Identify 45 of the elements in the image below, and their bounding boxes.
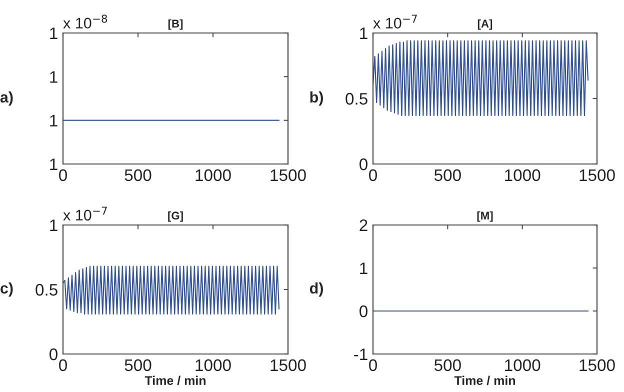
x-tick-label: 1500	[580, 169, 615, 182]
x-axis-title: Time / min	[144, 376, 206, 386]
chart-title: [M]	[477, 211, 493, 222]
y-tick-label: 1	[50, 71, 58, 83]
line-series	[63, 266, 280, 315]
y-tick-label: 1	[50, 114, 58, 126]
chart-title: [A]	[478, 19, 492, 30]
text: x 10$^{−7}$	[373, 14, 417, 29]
text: c)	[0, 282, 13, 297]
x-tick-label: 1000	[196, 359, 231, 372]
y-tick-label: 0	[360, 305, 368, 318]
x-tick-label: 1000	[505, 359, 540, 372]
y-tick-label: 0	[50, 348, 58, 360]
x-tick-label: 500	[434, 359, 461, 372]
text: d)	[310, 282, 323, 297]
y-tick-label: 0	[360, 158, 368, 170]
x-tick-label: 0	[369, 359, 377, 372]
x-tick-label: 500	[434, 169, 461, 182]
x-tick-label: 1500	[270, 169, 306, 182]
y-tick-label: 0.5	[36, 284, 58, 296]
text: x 10$^{−7}$	[63, 206, 107, 221]
y-tick-label: 1	[360, 28, 368, 40]
x-tick-label: 0	[59, 359, 67, 372]
x-tick-label: 0	[59, 169, 67, 182]
line-series	[373, 40, 589, 116]
x-axis-title: Time / min	[454, 376, 516, 386]
x-tick-label: 1000	[505, 169, 540, 182]
y-tick-label: 1	[50, 28, 58, 40]
text: x 10$^{−8}$	[63, 14, 108, 29]
chart-title: [B]	[168, 19, 183, 30]
x-tick-label: 500	[124, 169, 152, 182]
x-tick-label: 1500	[270, 359, 306, 372]
y-tick-label: 2	[360, 219, 368, 232]
x-tick-label: 0	[369, 169, 377, 182]
text: a)	[0, 91, 13, 106]
chart-title: [G]	[168, 211, 183, 222]
y-tick-label: 0.5	[346, 92, 368, 105]
y-tick-label: 1	[360, 262, 368, 274]
x-tick-label: 1500	[580, 359, 615, 372]
x-tick-label: 1000	[196, 169, 231, 182]
text: b)	[310, 91, 323, 106]
y-tick-label: 1	[50, 220, 58, 232]
x-tick-label: 500	[124, 359, 152, 372]
y-tick-label: 1	[50, 158, 58, 170]
y-tick-label: -1	[354, 348, 368, 360]
